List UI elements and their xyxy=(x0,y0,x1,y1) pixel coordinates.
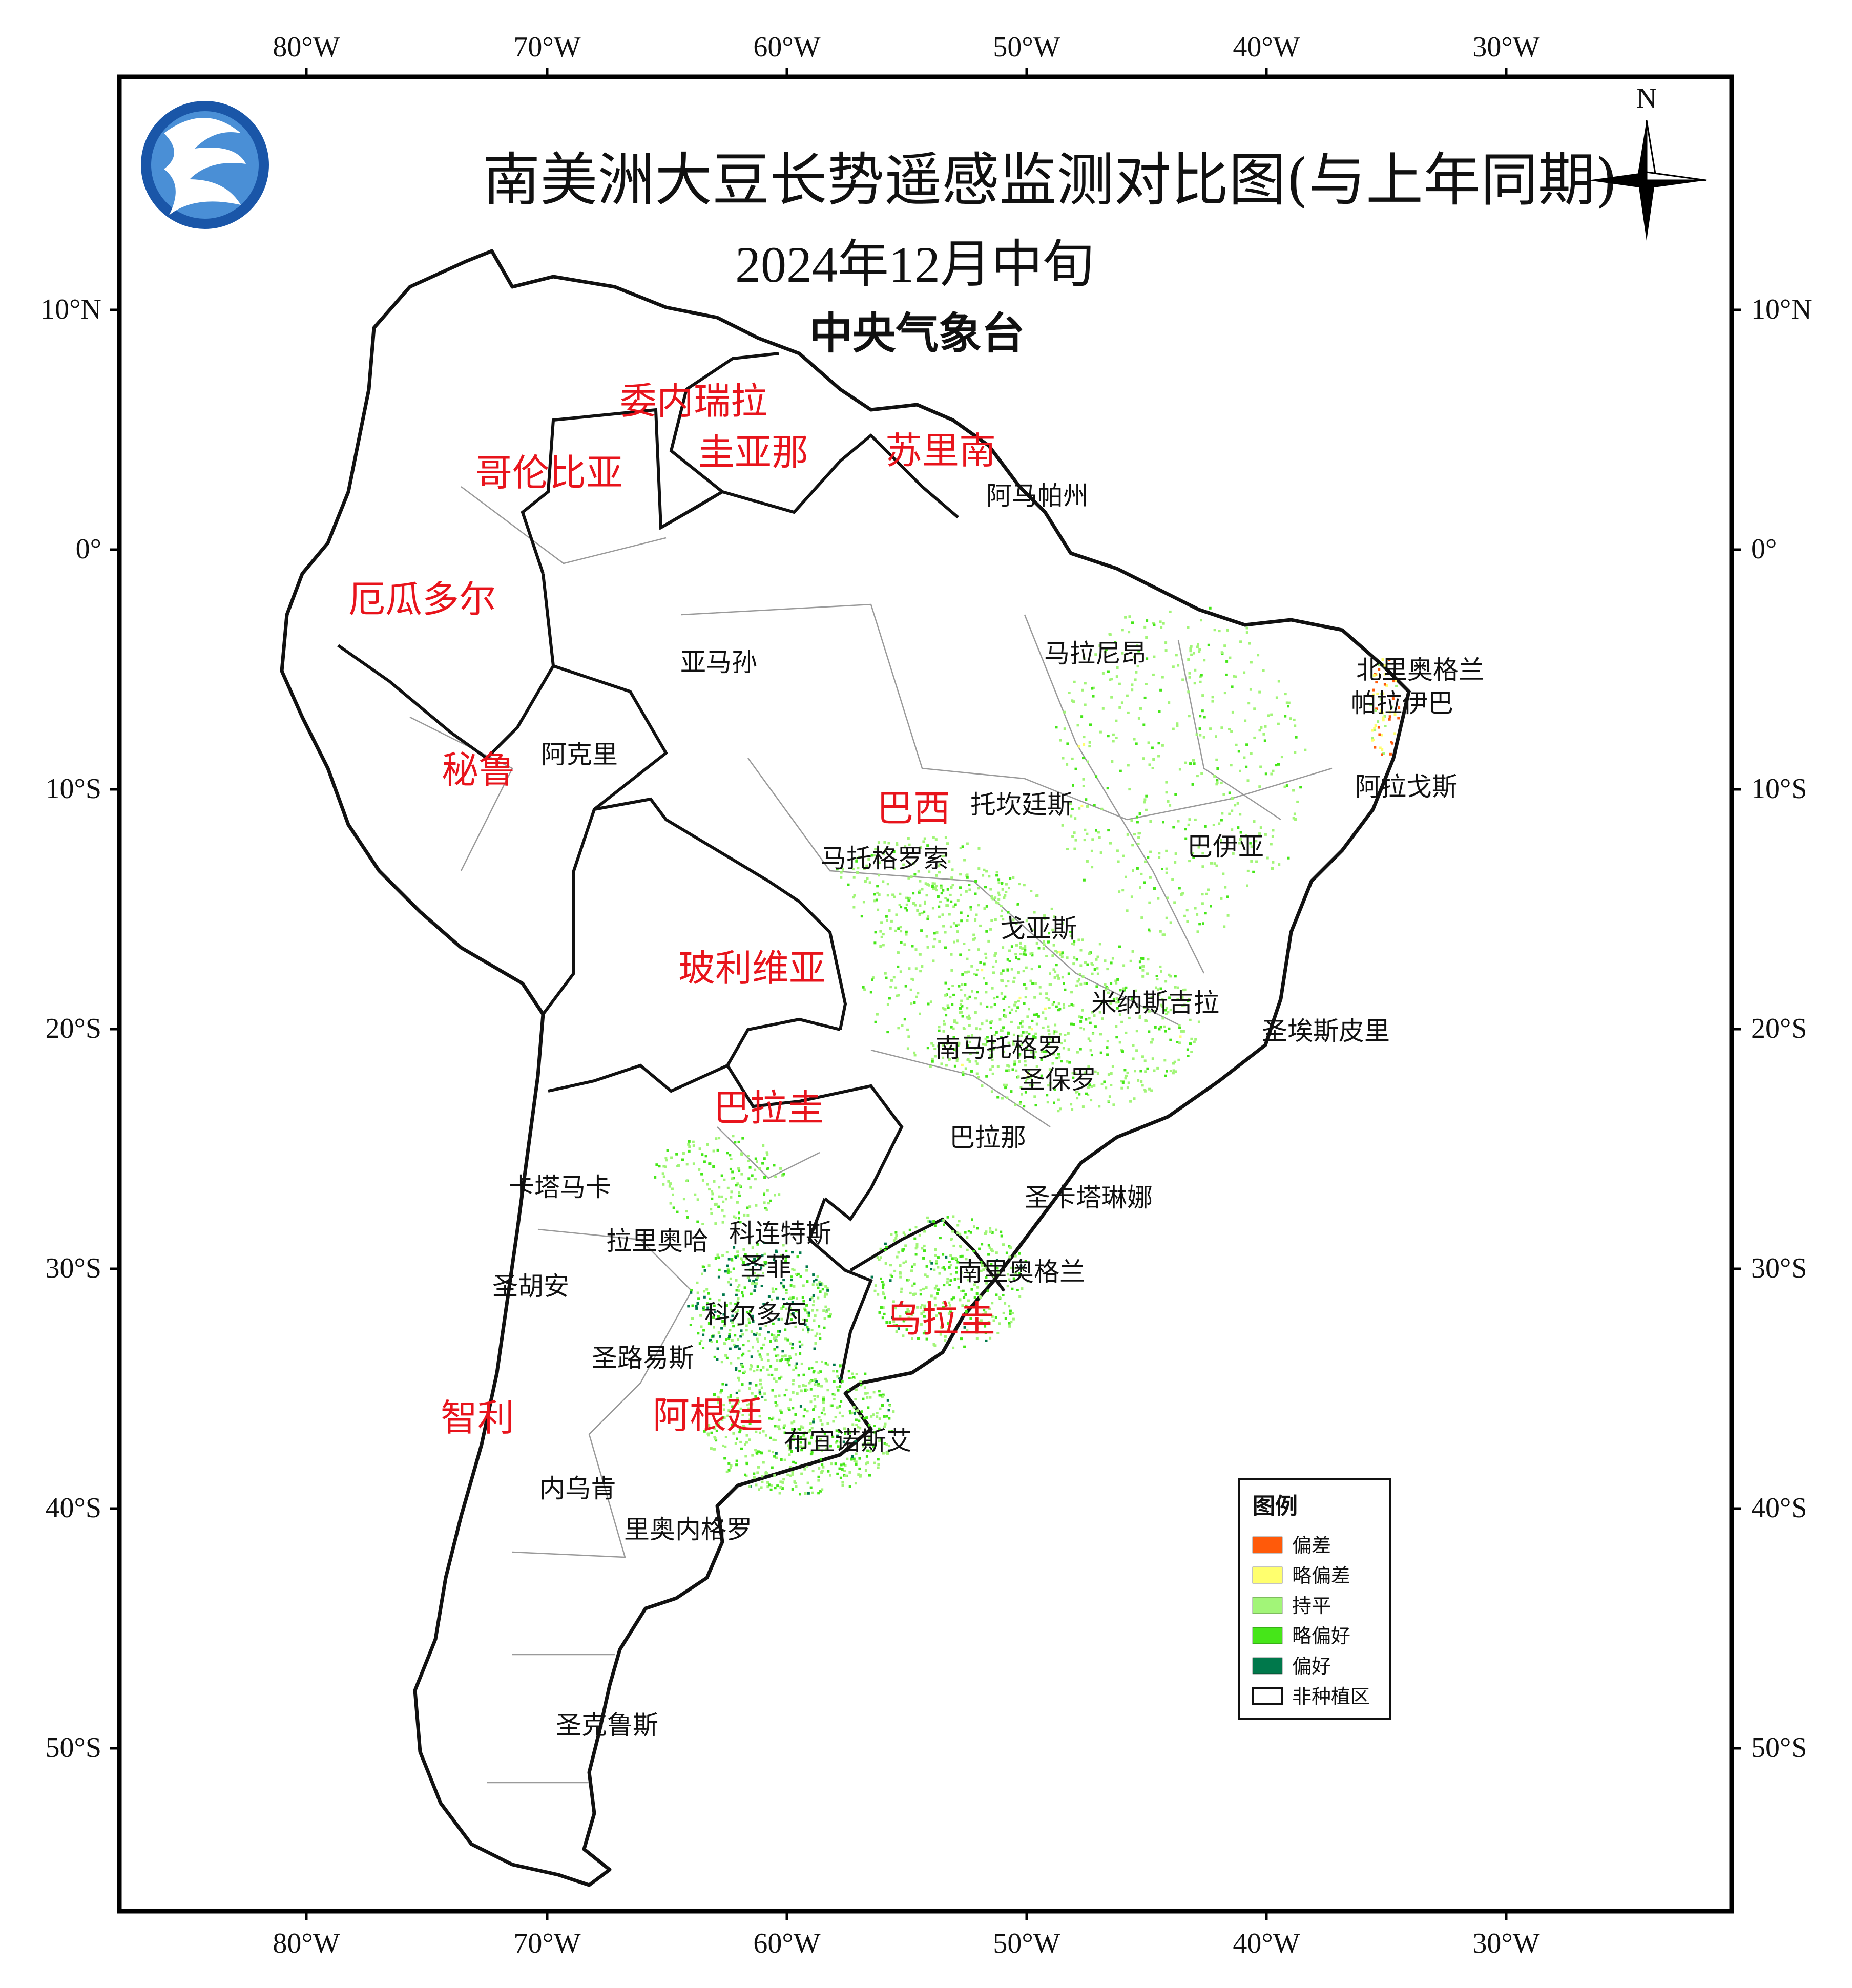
region-label: 亚马孙 xyxy=(680,647,757,677)
legend-label: 偏差 xyxy=(1292,1534,1331,1557)
legend-swatch xyxy=(1252,1536,1283,1554)
region-label: 阿克里 xyxy=(541,740,618,769)
lat-label: 10°N xyxy=(40,294,101,325)
region-label: 内乌肯 xyxy=(539,1474,616,1503)
lon-label: 60°W xyxy=(753,1928,820,1959)
country-label: 厄瓜多尔 xyxy=(348,578,496,621)
country-label: 阿根廷 xyxy=(653,1394,763,1437)
legend-swatch xyxy=(1252,1597,1283,1614)
legend-label: 偏好 xyxy=(1292,1655,1331,1678)
north-label: N xyxy=(1636,82,1657,114)
country-label: 苏里南 xyxy=(885,429,996,472)
lat-label: 50°S xyxy=(1751,1732,1807,1764)
region-label: 圣保罗 xyxy=(1019,1065,1096,1095)
region-label: 科连特斯 xyxy=(729,1219,831,1248)
lon-label: 70°W xyxy=(513,31,580,63)
lon-label: 30°W xyxy=(1472,1928,1539,1959)
region-label: 巴拉那 xyxy=(949,1123,1026,1153)
region-label: 科尔多瓦 xyxy=(704,1300,807,1329)
map-subtitle: 2024年12月中旬 xyxy=(735,236,1094,293)
region-label: 圣卡塔琳娜 xyxy=(1025,1183,1153,1212)
country-label: 巴拉圭 xyxy=(713,1086,824,1129)
region-label: 戈亚斯 xyxy=(1000,914,1077,944)
region-label: 圣菲 xyxy=(740,1252,792,1282)
region-label: 米纳斯吉拉 xyxy=(1091,988,1219,1018)
legend-label: 略偏差 xyxy=(1292,1564,1350,1587)
lat-label: 10°S xyxy=(45,773,101,805)
lat-label: 0° xyxy=(1751,533,1777,565)
lon-labels-top: 80°W 70°W 60°W 50°W 40°W 30°W xyxy=(273,31,1539,63)
lat-label: 20°S xyxy=(45,1013,101,1044)
country-label: 圭亚那 xyxy=(698,431,808,474)
lon-label: 30°W xyxy=(1472,31,1539,63)
region-label: 马拉尼昂 xyxy=(1044,639,1147,668)
north-arrow-icon: N xyxy=(1588,82,1707,241)
admin-boundaries xyxy=(409,486,1333,1784)
region-label: 圣埃斯皮里 xyxy=(1262,1016,1390,1046)
map-title: 南美洲大豆长势遥感监测对比图(与上年同期) xyxy=(483,147,1617,214)
country-label: 乌拉圭 xyxy=(885,1298,995,1341)
lon-label: 60°W xyxy=(753,31,820,63)
map-frame xyxy=(117,74,1734,1914)
country-label: 巴西 xyxy=(877,787,950,830)
agency-label: 中央气象台 xyxy=(809,308,1025,359)
legend-label: 略偏好 xyxy=(1292,1625,1350,1647)
lon-label: 80°W xyxy=(273,1928,340,1959)
country-labels: 委内瑞拉 圭亚那 苏里南 哥伦比亚 厄瓜多尔 秘鲁 巴西 玻利维亚 巴拉圭 乌拉… xyxy=(348,380,996,1439)
country-label: 哥伦比亚 xyxy=(475,451,623,494)
region-labels: 阿马帕州 亚马孙 马拉尼昂 北里奥格兰 帕拉伊巴 阿克里 阿拉戈斯 托坎廷斯 巴… xyxy=(492,481,1484,1740)
lon-label: 50°W xyxy=(993,1928,1060,1959)
legend-swatch xyxy=(1252,1566,1283,1584)
lat-label: 40°S xyxy=(1751,1492,1807,1524)
legend-title: 图例 xyxy=(1253,1493,1298,1519)
lat-label: 50°S xyxy=(45,1732,101,1764)
lat-label: 20°S xyxy=(1751,1013,1807,1044)
lon-label: 80°W xyxy=(273,31,340,63)
region-label: 巴伊亚 xyxy=(1187,832,1264,862)
lat-labels-left: 10°N 0° 10°S 20°S 30°S 40°S 50°S xyxy=(40,294,101,1764)
region-label: 里奥内格罗 xyxy=(624,1515,752,1544)
region-label: 圣路易斯 xyxy=(592,1343,694,1373)
region-label: 阿拉戈斯 xyxy=(1355,772,1458,802)
country-label: 玻利维亚 xyxy=(678,947,826,990)
lat-label: 0° xyxy=(76,533,101,565)
legend-label: 持平 xyxy=(1292,1595,1331,1617)
lon-label: 40°W xyxy=(1233,1928,1300,1959)
region-label: 帕拉伊巴 xyxy=(1351,688,1453,718)
lat-labels-right: 10°N 0° 10°S 20°S 30°S 40°S 50°S xyxy=(1751,294,1812,1764)
region-label: 马托格罗索 xyxy=(821,844,949,873)
lon-label: 50°W xyxy=(993,31,1060,63)
country-label: 秘鲁 xyxy=(442,748,515,791)
lat-label: 30°S xyxy=(45,1252,101,1284)
region-label: 布宜诺斯艾 xyxy=(784,1426,912,1456)
country-label: 智利 xyxy=(441,1396,514,1439)
lon-label: 70°W xyxy=(513,1928,580,1959)
region-label: 南马托格罗 xyxy=(935,1033,1063,1063)
region-label: 卡塔马卡 xyxy=(509,1173,611,1202)
cma-logo-icon xyxy=(141,101,269,229)
lat-label: 40°S xyxy=(45,1492,101,1524)
region-label: 拉里奥哈 xyxy=(606,1226,709,1256)
region-label: 阿马帕州 xyxy=(986,481,1089,511)
crop-condition-layer xyxy=(654,606,1401,1496)
region-label: 北里奥格兰 xyxy=(1356,655,1484,685)
lat-label: 30°S xyxy=(1751,1252,1807,1284)
country-label: 委内瑞拉 xyxy=(620,380,767,423)
legend-label: 非种植区 xyxy=(1292,1685,1370,1708)
region-label: 圣胡安 xyxy=(492,1271,569,1301)
region-label: 圣克鲁斯 xyxy=(556,1710,658,1740)
legend-swatch xyxy=(1252,1627,1283,1644)
national-borders xyxy=(337,352,1006,1384)
lat-label: 10°N xyxy=(1751,294,1812,325)
lon-labels-bottom: 80°W 70°W 60°W 50°W 40°W 30°W xyxy=(273,1928,1539,1959)
region-label: 托坎廷斯 xyxy=(970,790,1073,820)
lat-label: 10°S xyxy=(1751,773,1807,805)
lon-label: 40°W xyxy=(1233,31,1300,63)
legend-swatch xyxy=(1252,1687,1283,1705)
legend-swatch xyxy=(1252,1657,1283,1675)
region-label: 南里奥格兰 xyxy=(957,1257,1085,1287)
